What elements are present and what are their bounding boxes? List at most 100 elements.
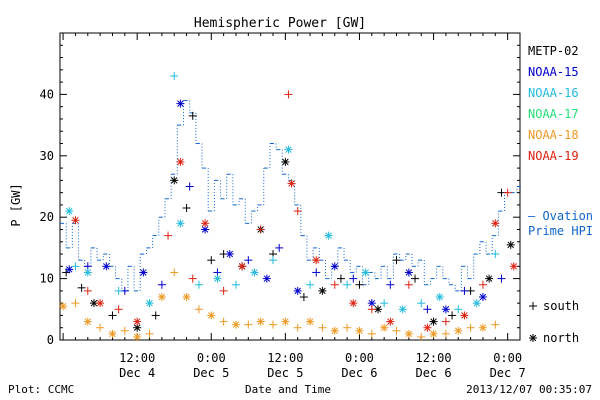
data-point (96, 323, 105, 332)
data-point (176, 99, 185, 108)
data-point (506, 240, 515, 249)
data-point (423, 305, 432, 314)
data-point (170, 268, 179, 277)
legend-north (529, 334, 537, 342)
data-point (386, 280, 395, 289)
data-point (151, 311, 160, 320)
data-point (219, 286, 228, 295)
data-point (404, 268, 413, 277)
data-point (188, 111, 197, 120)
data-point (207, 311, 216, 320)
data-point (299, 293, 308, 302)
data-point (269, 256, 278, 265)
data-point (238, 262, 247, 271)
data-point (330, 280, 339, 289)
legend-entry: METP-02 (528, 44, 579, 58)
data-point (96, 299, 105, 308)
data-point (157, 280, 166, 289)
data-point (343, 280, 352, 289)
y-axis-label: P [GW] (9, 183, 23, 226)
data-point (355, 326, 364, 335)
legend-entry: NOAA-17 (528, 107, 579, 121)
data-point (108, 311, 117, 320)
y-tick-label: 40 (40, 87, 54, 101)
data-point (497, 274, 506, 283)
data-point (454, 326, 463, 335)
x-tick-time: 12:00 (119, 351, 155, 365)
data-point (77, 283, 86, 292)
data-point (367, 305, 376, 314)
data-point (380, 299, 389, 308)
legend-south (529, 302, 537, 310)
data-point (330, 326, 339, 335)
data-point (182, 203, 191, 212)
data-point (170, 176, 179, 185)
timestamp: 2013/12/07 00:35:07 (466, 383, 592, 396)
data-point (509, 262, 518, 271)
data-point (231, 320, 240, 329)
ovation-series (60, 100, 524, 292)
data-point (392, 256, 401, 265)
data-point (244, 256, 253, 265)
data-point (312, 268, 321, 277)
data-point (466, 323, 475, 332)
data-point (398, 305, 407, 314)
data-point (219, 317, 228, 326)
data-point (318, 323, 327, 332)
data-point (65, 265, 74, 274)
data-point (262, 274, 271, 283)
data-point (491, 250, 500, 259)
legend-ovation-line1: – Ovation (528, 209, 593, 223)
data-point (145, 329, 154, 338)
legend-north-label: north (543, 331, 579, 345)
y-axis: 0 10 20 30 40 (40, 32, 520, 347)
data-point (361, 268, 370, 277)
data-point (176, 219, 185, 228)
data-point (188, 274, 197, 283)
x-tick-date: Dec 5 (193, 366, 229, 380)
data-point (256, 225, 265, 234)
data-point (102, 262, 111, 271)
data-point (83, 317, 92, 326)
data-point (133, 332, 142, 341)
data-point (65, 207, 74, 216)
data-point (312, 256, 321, 265)
y-tick-label: 20 (40, 210, 54, 224)
data-point (275, 243, 284, 252)
y-tick-label: 10 (40, 272, 54, 286)
data-point (478, 280, 487, 289)
data-point (83, 286, 92, 295)
data-point (207, 256, 216, 265)
legend-entry: NOAA-19 (528, 149, 579, 163)
legend-entry: NOAA-18 (528, 128, 579, 142)
legend-entry: NOAA-16 (528, 86, 579, 100)
data-point (429, 329, 438, 338)
data-point (417, 332, 426, 341)
data-point (281, 157, 290, 166)
data-point (108, 329, 117, 338)
data-point (287, 179, 296, 188)
x-tick-time: 12:00 (267, 351, 303, 365)
data-point (201, 219, 210, 228)
data-point (367, 329, 376, 338)
data-point (306, 317, 315, 326)
data-point (185, 182, 194, 191)
x-tick-time: 0:00 (197, 351, 226, 365)
data-point (503, 188, 512, 197)
data-point (83, 268, 92, 277)
data-point (417, 299, 426, 308)
data-point (386, 317, 395, 326)
data-point (281, 317, 290, 326)
data-point (478, 323, 487, 332)
data-point (89, 299, 98, 308)
x-tick-date: Dec 4 (119, 366, 155, 380)
data-point (404, 280, 413, 289)
data-point (293, 286, 302, 295)
y-tick-label: 0 (47, 333, 54, 347)
data-point (349, 299, 358, 308)
x-tick-time: 12:00 (415, 351, 451, 365)
data-point (71, 216, 80, 225)
data-point (139, 268, 148, 277)
